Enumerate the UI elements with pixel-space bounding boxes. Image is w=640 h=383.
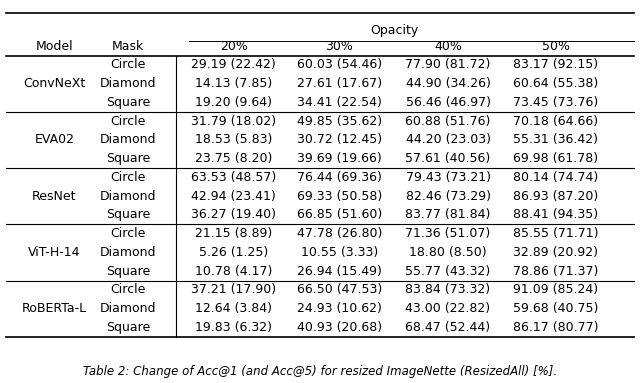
Text: 69.98 (61.78): 69.98 (61.78) <box>513 152 598 165</box>
Text: 57.61 (40.56): 57.61 (40.56) <box>405 152 491 165</box>
Text: 5.26 (1.25): 5.26 (1.25) <box>199 246 268 259</box>
Text: Square: Square <box>106 265 150 278</box>
Text: EVA02: EVA02 <box>35 133 74 146</box>
Text: 26.94 (15.49): 26.94 (15.49) <box>297 265 381 278</box>
Text: ConvNeXt: ConvNeXt <box>23 77 86 90</box>
Text: 30%: 30% <box>325 40 353 53</box>
Text: Square: Square <box>106 152 150 165</box>
Text: 66.85 (51.60): 66.85 (51.60) <box>296 208 382 221</box>
Text: 73.45 (73.76): 73.45 (73.76) <box>513 96 598 109</box>
Text: ViT-H-14: ViT-H-14 <box>28 246 81 259</box>
Text: 79.43 (73.21): 79.43 (73.21) <box>406 171 490 184</box>
Text: 18.80 (8.50): 18.80 (8.50) <box>409 246 487 259</box>
Text: Diamond: Diamond <box>100 190 156 203</box>
Text: 69.33 (50.58): 69.33 (50.58) <box>296 190 382 203</box>
Text: 31.79 (18.02): 31.79 (18.02) <box>191 115 276 128</box>
Text: 83.77 (81.84): 83.77 (81.84) <box>405 208 491 221</box>
Text: 40%: 40% <box>434 40 462 53</box>
Text: 77.90 (81.72): 77.90 (81.72) <box>405 58 491 71</box>
Text: 43.00 (22.82): 43.00 (22.82) <box>405 302 491 315</box>
Text: Circle: Circle <box>110 227 146 240</box>
Text: 30.72 (12.45): 30.72 (12.45) <box>296 133 382 146</box>
Text: 66.50 (47.53): 66.50 (47.53) <box>296 283 382 296</box>
Text: 70.18 (64.66): 70.18 (64.66) <box>513 115 598 128</box>
Text: 88.41 (94.35): 88.41 (94.35) <box>513 208 598 221</box>
Text: Square: Square <box>106 321 150 334</box>
Text: 83.17 (92.15): 83.17 (92.15) <box>513 58 598 71</box>
Text: 36.27 (19.40): 36.27 (19.40) <box>191 208 276 221</box>
Text: 44.20 (23.03): 44.20 (23.03) <box>406 133 490 146</box>
Text: 37.21 (17.90): 37.21 (17.90) <box>191 283 276 296</box>
Text: Diamond: Diamond <box>100 77 156 90</box>
Text: 39.69 (19.66): 39.69 (19.66) <box>297 152 381 165</box>
Text: 56.46 (46.97): 56.46 (46.97) <box>406 96 490 109</box>
Text: Diamond: Diamond <box>100 302 156 315</box>
Text: RoBERTa-L: RoBERTa-L <box>22 302 87 315</box>
Text: 24.93 (10.62): 24.93 (10.62) <box>297 302 381 315</box>
Text: 83.84 (73.32): 83.84 (73.32) <box>405 283 491 296</box>
Text: Square: Square <box>106 208 150 221</box>
Text: 12.64 (3.84): 12.64 (3.84) <box>195 302 272 315</box>
Text: 60.64 (55.38): 60.64 (55.38) <box>513 77 598 90</box>
Text: Opacity: Opacity <box>371 24 419 37</box>
Text: 10.55 (3.33): 10.55 (3.33) <box>301 246 378 259</box>
Text: Square: Square <box>106 96 150 109</box>
Text: 50%: 50% <box>541 40 570 53</box>
Text: Circle: Circle <box>110 171 146 184</box>
Text: 47.78 (26.80): 47.78 (26.80) <box>296 227 382 240</box>
Text: 29.19 (22.42): 29.19 (22.42) <box>191 58 276 71</box>
Text: 55.77 (43.32): 55.77 (43.32) <box>405 265 491 278</box>
Text: 60.03 (54.46): 60.03 (54.46) <box>296 58 382 71</box>
Text: 18.53 (5.83): 18.53 (5.83) <box>195 133 272 146</box>
Text: 49.85 (35.62): 49.85 (35.62) <box>296 115 382 128</box>
Text: Diamond: Diamond <box>100 246 156 259</box>
Text: 91.09 (85.24): 91.09 (85.24) <box>513 283 598 296</box>
Text: 82.46 (73.29): 82.46 (73.29) <box>406 190 490 203</box>
Text: 19.83 (6.32): 19.83 (6.32) <box>195 321 272 334</box>
Text: 34.41 (22.54): 34.41 (22.54) <box>297 96 381 109</box>
Text: 27.61 (17.67): 27.61 (17.67) <box>296 77 382 90</box>
Text: ResNet: ResNet <box>32 190 77 203</box>
Text: 86.93 (87.20): 86.93 (87.20) <box>513 190 598 203</box>
Text: Model: Model <box>36 40 73 53</box>
Text: 85.55 (71.71): 85.55 (71.71) <box>513 227 598 240</box>
Text: Circle: Circle <box>110 115 146 128</box>
Text: 55.31 (36.42): 55.31 (36.42) <box>513 133 598 146</box>
Text: 20%: 20% <box>220 40 248 53</box>
Text: 10.78 (4.17): 10.78 (4.17) <box>195 265 272 278</box>
Text: 32.89 (20.92): 32.89 (20.92) <box>513 246 598 259</box>
Text: 68.47 (52.44): 68.47 (52.44) <box>405 321 491 334</box>
Text: 44.90 (34.26): 44.90 (34.26) <box>406 77 490 90</box>
Text: Table 2: Change of Acc@1 (and Acc@5) for resized ImageNette (ResizedAll) [%].: Table 2: Change of Acc@1 (and Acc@5) for… <box>83 365 557 378</box>
Text: 19.20 (9.64): 19.20 (9.64) <box>195 96 272 109</box>
Text: 63.53 (48.57): 63.53 (48.57) <box>191 171 276 184</box>
Text: Diamond: Diamond <box>100 133 156 146</box>
Text: 21.15 (8.89): 21.15 (8.89) <box>195 227 272 240</box>
Text: Circle: Circle <box>110 283 146 296</box>
Text: 14.13 (7.85): 14.13 (7.85) <box>195 77 272 90</box>
Text: 80.14 (74.74): 80.14 (74.74) <box>513 171 598 184</box>
Text: 42.94 (23.41): 42.94 (23.41) <box>191 190 276 203</box>
Text: 23.75 (8.20): 23.75 (8.20) <box>195 152 272 165</box>
Text: 60.88 (51.76): 60.88 (51.76) <box>405 115 491 128</box>
Text: 71.36 (51.07): 71.36 (51.07) <box>405 227 491 240</box>
Text: 86.17 (80.77): 86.17 (80.77) <box>513 321 598 334</box>
Text: 78.86 (71.37): 78.86 (71.37) <box>513 265 598 278</box>
Text: 76.44 (69.36): 76.44 (69.36) <box>297 171 381 184</box>
Text: 59.68 (40.75): 59.68 (40.75) <box>513 302 598 315</box>
Text: Circle: Circle <box>110 58 146 71</box>
Text: 40.93 (20.68): 40.93 (20.68) <box>296 321 382 334</box>
Text: Mask: Mask <box>112 40 144 53</box>
